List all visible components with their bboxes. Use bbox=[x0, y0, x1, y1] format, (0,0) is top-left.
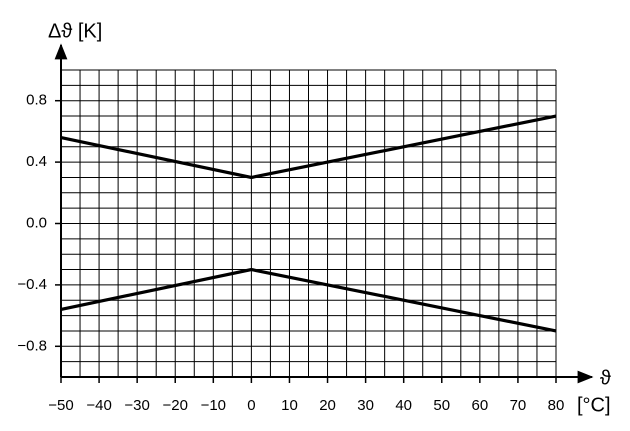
y-axis-label: Δϑ [K] bbox=[48, 20, 102, 42]
y-tick-label: 0.8 bbox=[26, 92, 47, 109]
x-tick-label: 50 bbox=[433, 397, 450, 414]
x-tick-label: −20 bbox=[163, 397, 188, 414]
x-tick-label: 20 bbox=[319, 397, 336, 414]
line bbox=[60, 267, 557, 333]
x-tick-label: −30 bbox=[124, 397, 149, 414]
x-axis-unit: [°C] bbox=[577, 394, 611, 416]
x-tick-label: −40 bbox=[86, 397, 111, 414]
x-tick-label: 0 bbox=[247, 397, 255, 414]
y-tick-label: 0.4 bbox=[26, 153, 47, 170]
grid bbox=[61, 69, 557, 377]
y-tick-label: −0.8 bbox=[17, 337, 47, 354]
line bbox=[60, 114, 557, 180]
x-tick-label: −10 bbox=[201, 397, 226, 414]
x-tick-label: 60 bbox=[472, 397, 489, 414]
x-tick-label: −50 bbox=[48, 397, 73, 414]
x-tick-label: 30 bbox=[357, 397, 374, 414]
y-tick-label: −0.4 bbox=[17, 276, 47, 293]
x-axis-label: ϑ bbox=[600, 367, 611, 389]
x-tick-label: 80 bbox=[548, 397, 565, 414]
x-tick-label: 70 bbox=[510, 397, 527, 414]
x-tick-label: 40 bbox=[395, 397, 412, 414]
x-tick-label: 10 bbox=[281, 397, 298, 414]
y-tick-label: 0.0 bbox=[26, 214, 47, 231]
